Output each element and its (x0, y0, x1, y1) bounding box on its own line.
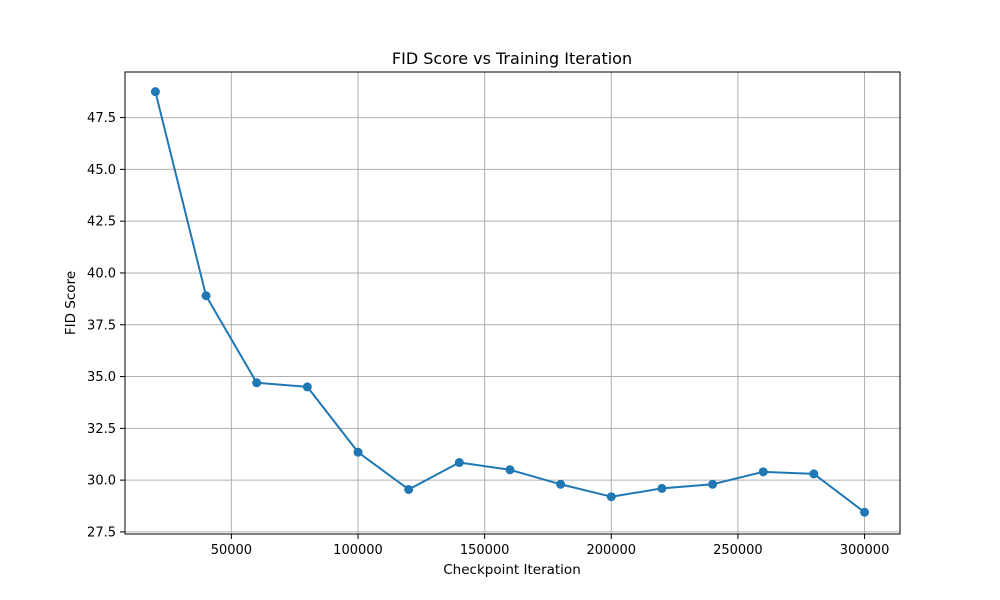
data-point (302, 382, 312, 392)
y-tick-label: 37.5 (87, 318, 116, 333)
y-tick-label: 35.0 (87, 370, 116, 385)
data-point (150, 87, 160, 97)
x-tick-label: 250000 (713, 543, 763, 558)
y-axis-label: FID Score (63, 271, 79, 335)
data-point (201, 291, 211, 301)
series-line (154, 91, 866, 514)
series-layer (150, 87, 870, 517)
data-point (758, 467, 768, 477)
data-point (809, 469, 819, 479)
x-tick-label: 200000 (586, 543, 636, 558)
y-tick-label: 27.5 (87, 525, 116, 540)
x-tick-label: 150000 (460, 543, 510, 558)
plot-area-frame (124, 71, 901, 535)
chart-title: FID Score vs Training Iteration (392, 49, 632, 68)
y-tick-label: 42.5 (87, 215, 116, 230)
data-point (860, 507, 870, 517)
x-tick-label: 50000 (211, 543, 252, 558)
y-tick-label: 45.0 (87, 163, 116, 178)
x-axis-label: Checkpoint Iteration (443, 562, 581, 578)
data-point (252, 378, 262, 388)
data-point (404, 484, 414, 494)
x-tick-label: 300000 (840, 543, 890, 558)
y-tick-label: 40.0 (87, 266, 116, 281)
grid-lines (125, 72, 900, 534)
data-point (454, 458, 464, 468)
y-tick-label: 47.5 (87, 111, 116, 126)
y-tick-label: 32.5 (87, 422, 116, 437)
data-point (353, 447, 363, 457)
data-point (505, 465, 515, 475)
data-point (606, 492, 616, 502)
y-tick-label: 30.0 (87, 474, 116, 489)
data-point (657, 483, 667, 493)
x-axis-ticks: 50000 100000 150000 200000 250000 300000 (211, 534, 890, 558)
data-point (556, 479, 566, 489)
x-tick-label: 100000 (333, 543, 383, 558)
data-point (708, 479, 718, 489)
y-axis-ticks: 27.5 30.0 32.5 35.0 37.5 40.0 42.5 45.0 47.5 (87, 111, 125, 540)
